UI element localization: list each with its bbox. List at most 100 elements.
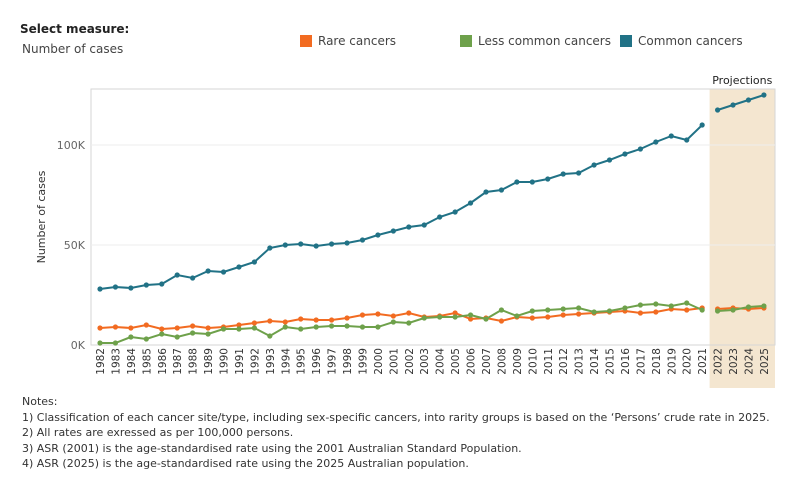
rare-cancers-point[interactable] — [467, 316, 474, 322]
less-common-cancers-point[interactable] — [97, 340, 103, 346]
common-cancers-point[interactable] — [715, 107, 721, 113]
common-cancers-point[interactable] — [606, 157, 613, 163]
less-common-cancers-point[interactable] — [467, 312, 474, 318]
rare-cancers-point[interactable] — [452, 310, 458, 316]
rare-cancers-point[interactable] — [329, 317, 335, 323]
common-cancers-point[interactable] — [406, 224, 412, 230]
less-common-cancers-point[interactable] — [576, 305, 582, 311]
less-common-cancers-point[interactable] — [715, 308, 721, 314]
rare-cancers-point[interactable] — [684, 307, 690, 313]
common-cancers-point[interactable] — [190, 275, 196, 281]
rare-cancers-point[interactable] — [251, 320, 257, 326]
less-common-cancers-point[interactable] — [421, 315, 427, 321]
common-cancers-point[interactable] — [251, 259, 257, 265]
rare-cancers-point[interactable] — [128, 325, 134, 331]
less-common-cancers-point[interactable] — [761, 303, 767, 309]
common-cancers-point[interactable] — [97, 286, 103, 292]
less-common-cancers-point[interactable] — [606, 308, 613, 314]
less-common-cancers-point[interactable] — [112, 340, 119, 346]
less-common-cancers-point[interactable] — [514, 313, 520, 319]
rare-cancers-point[interactable] — [282, 319, 288, 325]
less-common-cancers-point[interactable] — [313, 324, 319, 330]
less-common-cancers-point[interactable] — [205, 331, 211, 337]
common-cancers-point[interactable] — [437, 214, 443, 220]
less-common-cancers-point[interactable] — [329, 323, 335, 329]
common-cancers-point[interactable] — [529, 179, 535, 185]
less-common-cancers-point[interactable] — [190, 330, 196, 336]
common-cancers-point[interactable] — [143, 282, 149, 288]
less-common-cancers-point[interactable] — [174, 334, 180, 340]
common-cancers-point[interactable] — [421, 222, 427, 228]
less-common-cancers-point[interactable] — [684, 300, 690, 306]
less-common-cancers-point[interactable] — [282, 324, 288, 330]
common-cancers-point[interactable] — [576, 170, 582, 176]
common-cancers-point[interactable] — [112, 284, 119, 290]
less-common-cancers-point[interactable] — [359, 324, 366, 330]
common-cancers-point[interactable] — [128, 285, 134, 291]
rare-cancers-point[interactable] — [313, 317, 319, 323]
legend-item-rare[interactable]: Rare cancers — [300, 34, 396, 48]
common-cancers-point[interactable] — [344, 240, 350, 246]
common-cancers-point[interactable] — [483, 189, 489, 195]
less-common-cancers-point[interactable] — [498, 307, 505, 313]
common-cancers-point[interactable] — [699, 122, 705, 128]
rare-cancers-point[interactable] — [190, 323, 196, 329]
rare-cancers-point[interactable] — [375, 311, 381, 317]
common-cancers-point[interactable] — [205, 268, 211, 274]
common-cancers-point[interactable] — [220, 269, 227, 275]
common-cancers-point[interactable] — [375, 232, 381, 238]
common-cancers-point[interactable] — [653, 139, 659, 145]
less-common-cancers-point[interactable] — [668, 303, 674, 309]
common-cancers-point[interactable] — [298, 241, 304, 247]
common-cancers-point[interactable] — [313, 243, 319, 249]
less-common-cancers-point[interactable] — [622, 305, 628, 311]
less-common-cancers-point[interactable] — [220, 326, 227, 332]
common-cancers-point[interactable] — [684, 137, 690, 143]
common-cancers-point[interactable] — [761, 92, 767, 98]
rare-cancers-point[interactable] — [344, 315, 350, 321]
less-common-cancers-point[interactable] — [128, 334, 134, 340]
rare-cancers-point[interactable] — [545, 314, 551, 320]
rare-cancers-point[interactable] — [267, 318, 273, 324]
less-common-cancers-point[interactable] — [699, 307, 705, 313]
rare-cancers-point[interactable] — [236, 322, 242, 328]
less-common-cancers-point[interactable] — [560, 306, 566, 312]
less-common-cancers-point[interactable] — [591, 309, 597, 315]
common-cancers-point[interactable] — [560, 171, 566, 177]
rare-cancers-point[interactable] — [576, 311, 582, 317]
common-cancers-point[interactable] — [282, 242, 288, 248]
common-cancers-point[interactable] — [267, 245, 273, 251]
common-cancers-point[interactable] — [637, 146, 644, 152]
rare-cancers-point[interactable] — [560, 312, 566, 318]
common-cancers-point[interactable] — [174, 272, 180, 278]
rare-cancers-point[interactable] — [298, 316, 304, 322]
rare-cancers-point[interactable] — [359, 312, 366, 318]
common-cancers-point[interactable] — [730, 102, 736, 108]
measure-selector[interactable]: Select measure: Number of cases — [20, 22, 129, 56]
less-common-cancers-point[interactable] — [236, 326, 242, 332]
common-cancers-point[interactable] — [498, 187, 505, 193]
common-cancers-point[interactable] — [467, 200, 474, 206]
less-common-cancers-point[interactable] — [637, 302, 644, 308]
less-common-cancers-point[interactable] — [267, 333, 273, 339]
rare-cancers-point[interactable] — [205, 325, 211, 331]
less-common-cancers-point[interactable] — [143, 336, 149, 342]
rare-cancers-point[interactable] — [406, 310, 412, 316]
less-common-cancers-point[interactable] — [159, 331, 165, 337]
legend-item-common[interactable]: Common cancers — [620, 34, 743, 48]
rare-cancers-point[interactable] — [97, 325, 103, 331]
common-cancers-point[interactable] — [329, 241, 335, 247]
common-cancers-point[interactable] — [159, 281, 165, 287]
rare-cancers-point[interactable] — [529, 315, 535, 321]
less-common-cancers-point[interactable] — [437, 314, 443, 320]
rare-cancers-point[interactable] — [653, 309, 659, 315]
common-cancers-point[interactable] — [545, 176, 551, 182]
less-common-cancers-point[interactable] — [745, 304, 752, 310]
less-common-cancers-point[interactable] — [406, 320, 412, 326]
common-cancers-point[interactable] — [622, 151, 628, 157]
rare-cancers-point[interactable] — [112, 324, 119, 330]
common-cancers-point[interactable] — [236, 264, 242, 270]
measure-value[interactable]: Number of cases — [22, 42, 124, 56]
common-cancers-point[interactable] — [668, 133, 674, 139]
less-common-cancers-point[interactable] — [452, 314, 458, 320]
